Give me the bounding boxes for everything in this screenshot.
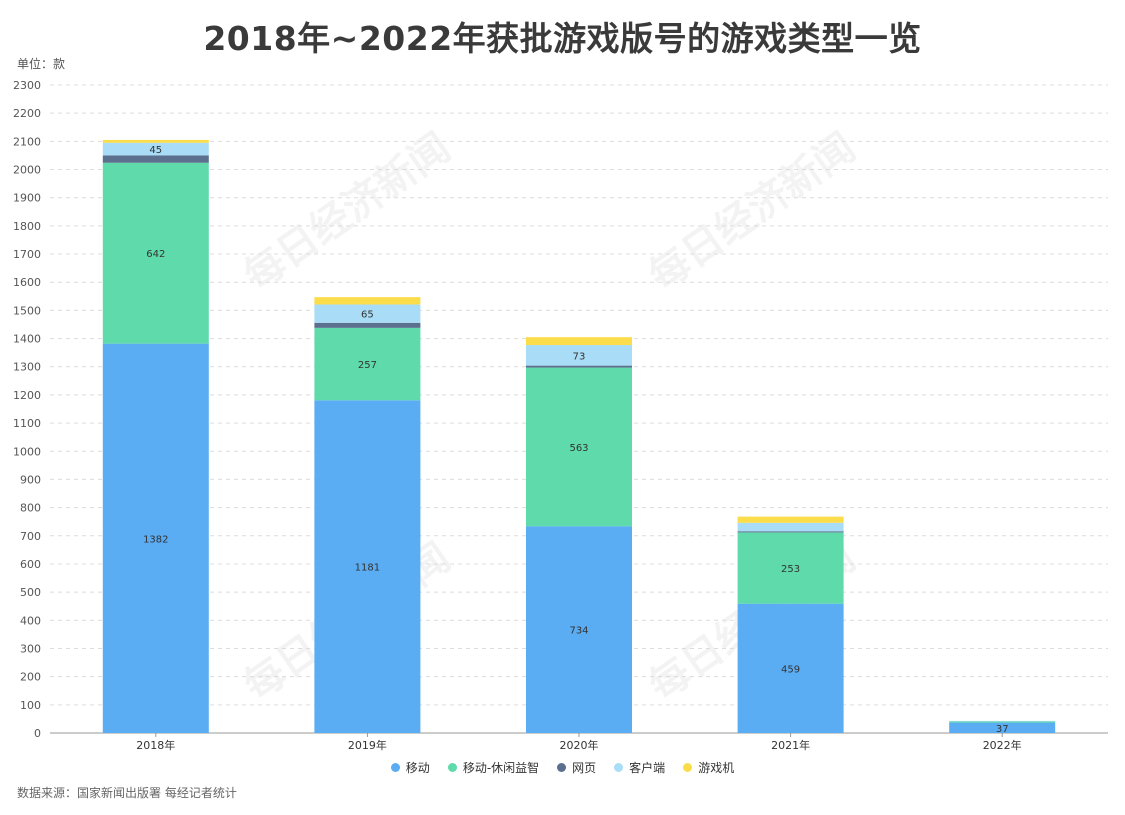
y-tick-label: 1500 <box>13 304 41 317</box>
chart-title: 2018年~2022年获批游戏版号的游戏类型一览 <box>203 19 922 58</box>
bar-segment <box>102 343 209 733</box>
bar-segment <box>526 526 632 733</box>
y-tick-label: 500 <box>20 586 41 599</box>
data-label: 65 <box>361 310 374 321</box>
bar-segment <box>526 345 632 366</box>
y-tick-label: 1000 <box>13 445 41 458</box>
y-tick-label: 1700 <box>13 248 41 261</box>
y-tick-label: 400 <box>20 614 41 627</box>
y-tick-label: 1800 <box>13 220 41 233</box>
data-label: 459 <box>781 664 800 675</box>
y-tick-label: 1200 <box>13 389 41 402</box>
legend-item[interactable]: 移动-休闲益智 <box>447 759 540 776</box>
legend-item[interactable]: 客户端 <box>614 759 665 776</box>
legend-item[interactable]: 移动 <box>390 759 430 776</box>
x-tick-label: 2020年 <box>560 738 599 752</box>
bar-segment <box>102 162 209 344</box>
bar-segment <box>737 522 844 532</box>
data-label: 563 <box>569 443 588 454</box>
y-tick-label: 600 <box>20 558 41 571</box>
y-tick-label: 1400 <box>13 333 41 346</box>
bar-segment <box>314 304 421 323</box>
bar-segment <box>102 155 209 163</box>
bar-segment <box>949 722 1056 733</box>
bar-segment <box>102 139 209 143</box>
legend-label: 客户端 <box>629 761 666 775</box>
data-label: 253 <box>781 564 800 575</box>
legend-label: 游戏机 <box>698 761 735 775</box>
source-note: 数据来源：国家新闻出版署 每经记者统计 <box>17 786 237 800</box>
data-label: 45 <box>149 145 162 156</box>
legend-label: 移动 <box>405 761 430 775</box>
x-tick-label: 2022年 <box>983 738 1022 752</box>
legend: 移动 移动-休闲益智 网页 客户端 游戏机 <box>0 759 1125 776</box>
bar-segment <box>314 400 421 733</box>
bar-segment <box>737 603 844 733</box>
legend-item[interactable]: 游戏机 <box>683 759 734 776</box>
legend-swatch <box>614 763 624 772</box>
bar-segment <box>314 297 421 305</box>
unit-label: 单位：款 <box>17 57 66 71</box>
legend-label: 网页 <box>572 761 597 775</box>
y-tick-label: 0 <box>34 727 41 740</box>
data-label: 73 <box>573 351 586 362</box>
data-label: 257 <box>358 360 377 371</box>
bar-segment <box>737 532 844 604</box>
bar-segment <box>314 327 421 401</box>
y-tick-label: 900 <box>20 473 41 486</box>
y-tick-label: 1600 <box>13 276 41 289</box>
data-label: 1181 <box>355 563 380 574</box>
y-tick-label: 2000 <box>13 164 41 177</box>
bar-segment <box>949 720 1056 722</box>
bar-segment <box>526 337 632 346</box>
legend-swatch <box>447 763 457 772</box>
bar-segment <box>314 322 421 328</box>
y-tick-label: 300 <box>20 642 41 655</box>
y-tick-label: 1100 <box>13 417 41 430</box>
legend-swatch <box>557 763 567 772</box>
data-label: 734 <box>569 626 588 637</box>
y-tick-label: 700 <box>20 530 41 543</box>
bar-segment <box>102 142 209 156</box>
legend-item[interactable]: 网页 <box>557 759 596 776</box>
bar-segment <box>737 516 844 523</box>
y-tick-label: 100 <box>20 699 41 712</box>
y-tick-label: 2300 <box>13 79 41 92</box>
x-tick-label: 2018年 <box>136 738 175 752</box>
bar-segment <box>526 367 632 527</box>
data-label: 37 <box>996 724 1009 735</box>
bar-segment <box>737 531 844 533</box>
legend-swatch <box>683 763 693 772</box>
x-tick-label: 2021年 <box>771 738 810 752</box>
bar-segment <box>526 365 632 368</box>
y-tick-label: 200 <box>20 671 41 684</box>
legend-label: 移动-休闲益智 <box>462 761 540 775</box>
legend-swatch <box>390 763 400 772</box>
y-tick-label: 1300 <box>13 361 41 374</box>
y-tick-label: 2200 <box>13 107 41 120</box>
bar-segment <box>949 721 1056 723</box>
data-label: 642 <box>146 249 165 260</box>
data-label: 1382 <box>143 534 168 545</box>
x-tick-label: 2019年 <box>348 738 387 752</box>
y-tick-label: 1900 <box>13 192 41 205</box>
y-tick-label: 800 <box>20 502 41 515</box>
y-tick-label: 2100 <box>13 135 41 148</box>
